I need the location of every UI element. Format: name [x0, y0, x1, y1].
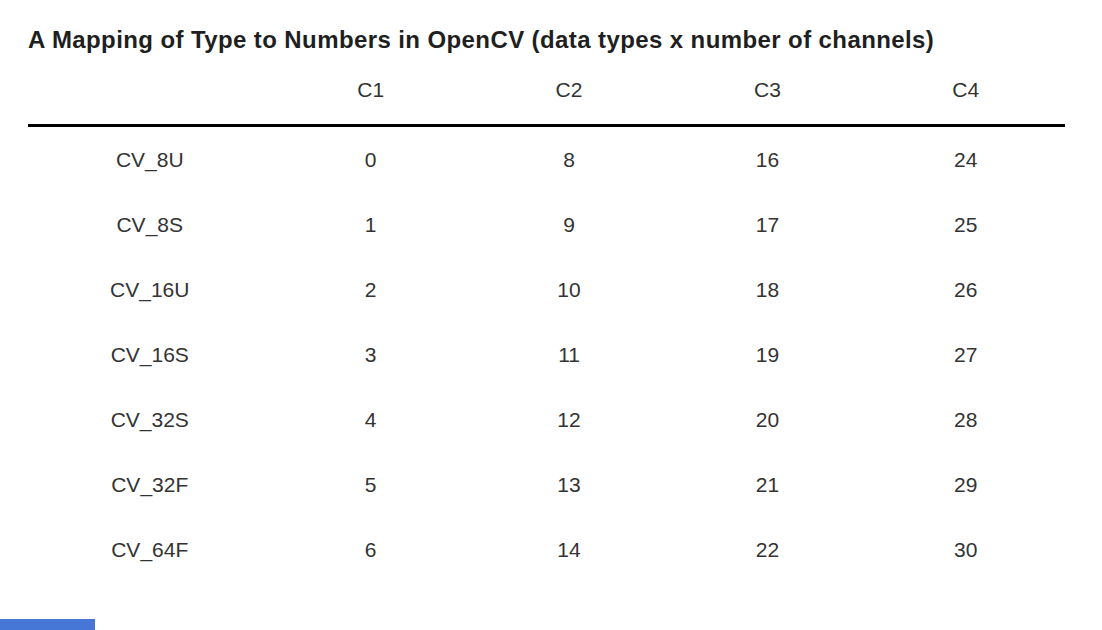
column-header-c2: C2	[470, 56, 668, 126]
table-cell: 11	[470, 322, 668, 387]
row-label-cell: CV_64F	[28, 517, 271, 582]
table-cell: 5	[271, 452, 469, 517]
column-header-c3: C3	[668, 56, 866, 126]
page-title: A Mapping of Type to Numbers in OpenCV (…	[28, 26, 934, 54]
table-cell: 12	[470, 387, 668, 452]
table-cell: 0	[271, 126, 469, 193]
row-label-cell: CV_16S	[28, 322, 271, 387]
table-cell: 21	[668, 452, 866, 517]
row-label-cell: CV_8U	[28, 126, 271, 193]
table-cell: 18	[668, 257, 866, 322]
opencv-type-mapping-table: C1 C2 C3 C4 CV_8U 0 8 16 24 CV_8S 1 9 17…	[28, 56, 1065, 582]
row-label-cell: CV_32F	[28, 452, 271, 517]
table-row: CV_16S 3 11 19 27	[28, 322, 1065, 387]
table-cell: 3	[271, 322, 469, 387]
table-cell: 1	[271, 192, 469, 257]
bottom-partial-element-bar	[0, 619, 95, 630]
table-cell: 22	[668, 517, 866, 582]
row-label-cell: CV_16U	[28, 257, 271, 322]
row-label-cell: CV_32S	[28, 387, 271, 452]
table-cell: 6	[271, 517, 469, 582]
column-header-c1: C1	[271, 56, 469, 126]
table-row: CV_8U 0 8 16 24	[28, 126, 1065, 193]
table-cell: 10	[470, 257, 668, 322]
table-row: CV_8S 1 9 17 25	[28, 192, 1065, 257]
table-cell: 14	[470, 517, 668, 582]
table-cell: 30	[867, 517, 1065, 582]
table-cell: 16	[668, 126, 866, 193]
table-cell: 8	[470, 126, 668, 193]
table-cell: 19	[668, 322, 866, 387]
table-cell: 20	[668, 387, 866, 452]
table-row: CV_32S 4 12 20 28	[28, 387, 1065, 452]
column-header-c4: C4	[867, 56, 1065, 126]
table-row: CV_64F 6 14 22 30	[28, 517, 1065, 582]
header-row: C1 C2 C3 C4	[28, 56, 1065, 126]
table-cell: 26	[867, 257, 1065, 322]
table-row: CV_32F 5 13 21 29	[28, 452, 1065, 517]
table-cell: 29	[867, 452, 1065, 517]
table-cell: 13	[470, 452, 668, 517]
table-row: CV_16U 2 10 18 26	[28, 257, 1065, 322]
table-cell: 28	[867, 387, 1065, 452]
table-cell: 17	[668, 192, 866, 257]
table-cell: 4	[271, 387, 469, 452]
row-label-cell: CV_8S	[28, 192, 271, 257]
table-cell: 9	[470, 192, 668, 257]
column-header-empty	[28, 56, 271, 126]
table-cell: 27	[867, 322, 1065, 387]
table-cell: 25	[867, 192, 1065, 257]
table-cell: 2	[271, 257, 469, 322]
table-cell: 24	[867, 126, 1065, 193]
